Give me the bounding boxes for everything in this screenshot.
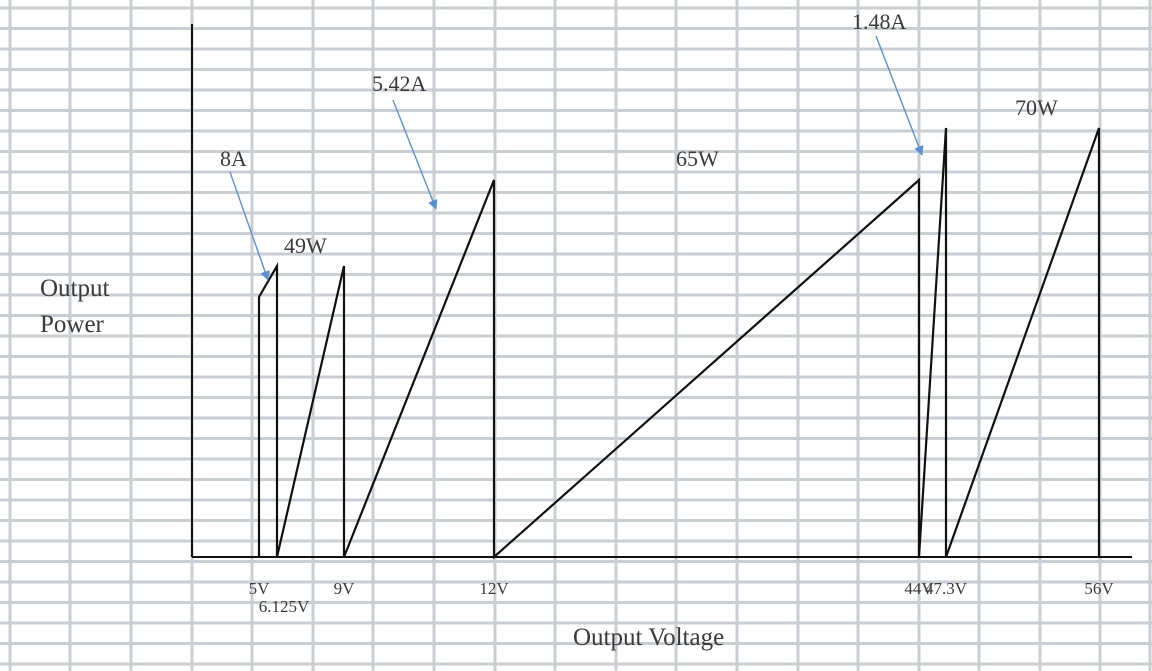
x-tick-label: 9V xyxy=(334,579,356,598)
annotation-49w: 49W xyxy=(284,233,327,258)
y-axis-title: Output Power xyxy=(40,275,110,338)
annotations: 8A 49W 5.42A 65W 1.48A 70W xyxy=(220,9,1058,258)
y-axis-title-line: Power xyxy=(40,311,105,338)
arrow-1-48a xyxy=(875,35,924,156)
x-axis-title: Output Voltage xyxy=(573,624,724,651)
x-tick-label: 6.125V xyxy=(259,597,310,616)
axes xyxy=(191,24,1132,558)
x-tick-label: 5V xyxy=(249,579,271,598)
axis-titles: Output Power Output Voltage xyxy=(40,275,724,651)
power-curve xyxy=(257,127,1101,560)
annotation-8a: 8A xyxy=(220,146,247,171)
series-line xyxy=(257,127,1101,560)
annotation-65w: 65W xyxy=(676,146,719,171)
arrow-8a xyxy=(229,171,270,281)
arrow-5-42a xyxy=(392,99,438,210)
annotation-5-42a: 5.42A xyxy=(372,71,427,96)
x-tick-label: 47.3V xyxy=(925,579,968,598)
x-tick-label: 44V xyxy=(904,579,934,598)
annotation-1-48a: 1.48A xyxy=(852,9,907,34)
x-tick-label: 56V xyxy=(1084,579,1114,598)
annotation-70w: 70W xyxy=(1015,95,1058,120)
annotation-arrows xyxy=(229,35,924,281)
x-tick-label: 12V xyxy=(479,579,509,598)
y-axis-title-line: Output xyxy=(40,275,110,302)
